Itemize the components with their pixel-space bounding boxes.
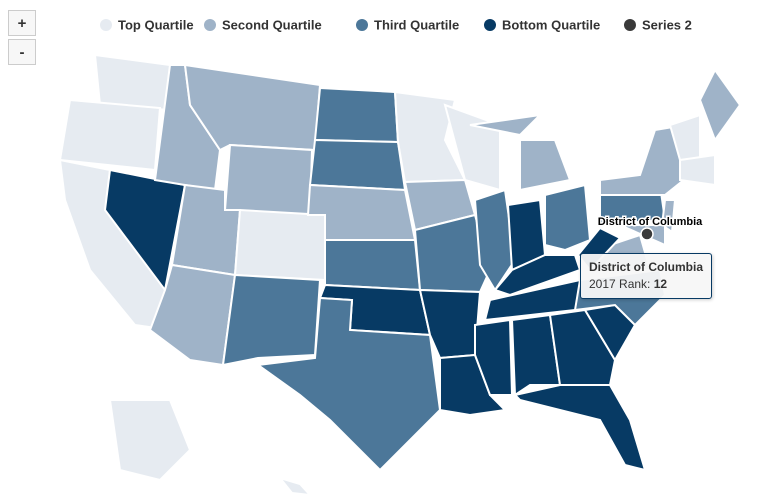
region (513, 384, 647, 472)
region (308, 138, 407, 192)
tooltip-label: 2017 Rank: (589, 277, 651, 291)
region (469, 113, 543, 137)
region (413, 213, 492, 294)
region (93, 53, 171, 112)
region (233, 208, 326, 282)
legend-marker (100, 19, 112, 31)
region (324, 239, 422, 292)
point-label: District of Columbia (598, 216, 703, 228)
region (306, 183, 417, 241)
region (698, 68, 742, 143)
tooltip-value: 12 (653, 277, 668, 291)
region (255, 296, 442, 472)
region (519, 139, 572, 192)
zoom-out[interactable]: - (8, 39, 36, 65)
legend-marker (204, 19, 216, 31)
legend-label: Top Quartile (118, 17, 194, 32)
legend-marker (484, 19, 496, 31)
region (473, 188, 517, 292)
legend-label: Second Quartile (222, 17, 322, 32)
region (474, 318, 514, 396)
tooltip: District of Columbia 2017 Rank: 12 (580, 253, 713, 299)
legend-marker (356, 19, 368, 31)
map-point (640, 227, 654, 241)
region (277, 476, 313, 497)
zoom-in[interactable]: + (8, 10, 36, 36)
region (58, 98, 162, 172)
region (108, 399, 192, 482)
region (221, 273, 322, 367)
region (544, 183, 592, 252)
region (679, 153, 716, 187)
region (313, 86, 400, 144)
region (510, 313, 562, 397)
legend-marker (624, 19, 636, 31)
tooltip-title: District of Columbia (589, 260, 704, 274)
legend-label: Third Quartile (374, 17, 459, 32)
region (548, 308, 617, 386)
tooltip-row: 2017 Rank: 12 (589, 276, 703, 293)
legend-label: Series 2 (642, 17, 692, 32)
legend-label: Bottom Quartile (502, 17, 600, 32)
region (223, 143, 314, 217)
